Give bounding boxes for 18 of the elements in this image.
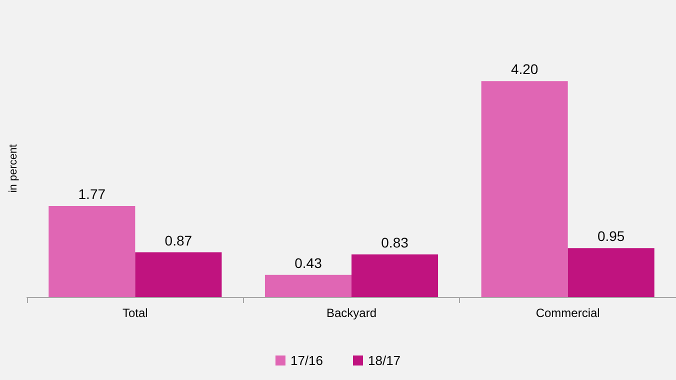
data-label: 0.87: [164, 232, 192, 248]
data-label: 0.43: [294, 254, 322, 271]
data-label: 0.95: [597, 228, 625, 244]
data-label: 0.83: [381, 234, 409, 250]
x-tick-label: Total: [122, 306, 148, 320]
bar: [481, 81, 568, 297]
data-label: 4.20: [510, 61, 538, 78]
x-tick-label: Backyard: [326, 306, 377, 320]
bar: [48, 206, 136, 297]
legend-label: 17/16: [290, 353, 324, 368]
bar: [568, 248, 654, 297]
data-label: 1.77: [78, 186, 106, 202]
bar: [135, 252, 222, 297]
bar: [352, 254, 438, 297]
bar: [264, 274, 352, 297]
legend-label: 18/17: [368, 353, 401, 368]
y-axis-title: in percent: [8, 144, 20, 193]
x-tick-label: Commercial: [536, 306, 600, 320]
